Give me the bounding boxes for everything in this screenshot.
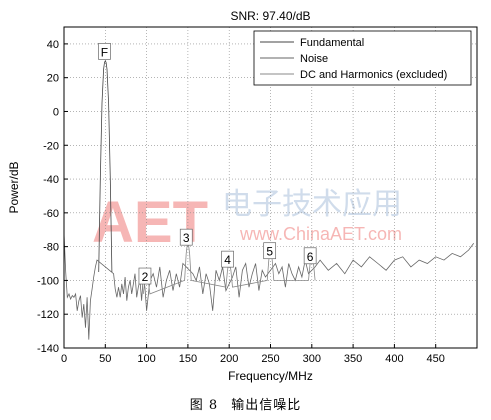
- x-tick-label: 300: [303, 353, 321, 365]
- harmonic-label: 6: [303, 247, 317, 265]
- x-tick-label: 0: [61, 353, 67, 365]
- harmonic-label-text: 4: [224, 253, 231, 267]
- y-tick-label: 40: [47, 39, 59, 51]
- y-tick-label: -120: [37, 309, 59, 321]
- legend-entry: Noise: [300, 53, 328, 65]
- x-tick-label: 450: [427, 353, 445, 365]
- figure-title: 输出信噪比: [231, 398, 302, 413]
- x-tick-label: 200: [220, 353, 238, 365]
- figure-number: 图 8: [189, 398, 219, 413]
- y-tick-label: -20: [43, 140, 59, 152]
- harmonic-label: 3: [179, 228, 193, 246]
- series-line-1: [98, 59, 113, 273]
- x-tick-label: 250: [261, 353, 279, 365]
- x-tick-label: 50: [99, 353, 111, 365]
- x-tick-label: 150: [179, 353, 197, 365]
- harmonic-label: 5: [263, 242, 277, 260]
- y-tick-label: -80: [43, 242, 59, 254]
- spectrum-chart: AET 电子技术应用 www.ChinaAET.com F 3 2 4 5 6 0 50 10…: [7, 9, 478, 383]
- y-axis-label: Power/dB: [7, 161, 21, 213]
- legend-entry: Fundamental: [300, 37, 364, 49]
- x-axis-ticks: 0 50 100 150 200 250 300 350 400 450: [61, 344, 445, 365]
- watermark-url: www.ChinaAET.com: [239, 224, 402, 244]
- harmonic-label-text: F: [101, 45, 108, 59]
- harmonic-label-box: [263, 242, 277, 260]
- harmonic-label-text: 3: [183, 231, 190, 245]
- harmonic-label: 4: [221, 250, 234, 268]
- harmonic-label-text: 5: [266, 245, 273, 259]
- y-tick-label: 20: [47, 73, 59, 85]
- harmonic-label-text: 6: [307, 250, 314, 264]
- chart-title: SNR: 97.40/dB: [230, 9, 310, 23]
- y-tick-label: -140: [37, 343, 59, 355]
- series-line-2: [63, 233, 475, 340]
- harmonic-label-box: [138, 267, 152, 285]
- y-axis-ticks: -140 -120 -100 -80 -60 -40 -20 0 20 40: [37, 39, 68, 355]
- harmonic-label-box: [303, 247, 317, 265]
- y-tick-label: 0: [53, 106, 59, 118]
- legend-entry: DC and Harmonics (excluded): [300, 69, 447, 81]
- harmonic-label-text: 2: [142, 270, 149, 284]
- y-tick-label: -100: [37, 275, 59, 287]
- figure-caption: 图 8 输出信噪比: [0, 394, 491, 413]
- y-tick-label: -60: [43, 208, 59, 220]
- legend: Fundamental Noise DC and Harmonics (exclud…: [253, 30, 472, 86]
- harmonic-label-box: [98, 42, 111, 60]
- watermark: AET 电子技术应用 www.ChinaAET.com: [92, 187, 402, 255]
- harmonic-label-box: [221, 250, 234, 268]
- x-axis-label: Frequency/MHz: [228, 369, 313, 383]
- x-tick-label: 400: [385, 353, 403, 365]
- harmonic-label-box: [179, 228, 193, 246]
- x-tick-label: 350: [344, 353, 362, 365]
- harmonic-label: F: [98, 42, 111, 60]
- y-tick-label: -40: [43, 174, 59, 186]
- harmonic-label: 2: [138, 267, 152, 285]
- grid-lines: [64, 27, 477, 348]
- harmonic-annotations: F 3 2 4 5 6: [98, 42, 317, 285]
- x-tick-label: 100: [137, 353, 155, 365]
